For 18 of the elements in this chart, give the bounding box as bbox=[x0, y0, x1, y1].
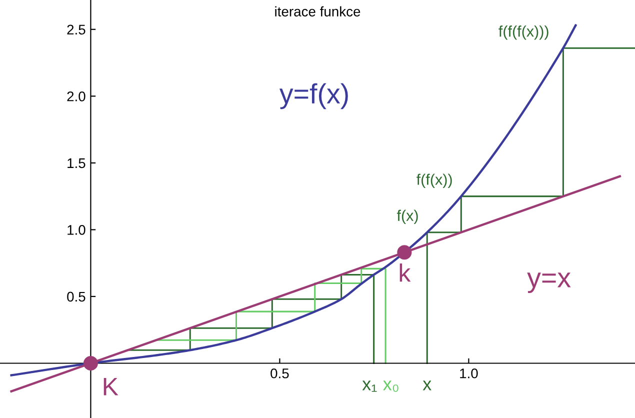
line-series bbox=[156, 268, 386, 364]
y-tick-label: 2.0 bbox=[67, 91, 86, 102]
y-tick-label: 1.0 bbox=[68, 225, 86, 235]
annotation: f(f(f(x))) bbox=[498, 26, 548, 40]
annotation: x₀ bbox=[383, 380, 398, 392]
y-tick-label: 0.5 bbox=[67, 292, 86, 302]
y-tick-label: 2.5 bbox=[67, 24, 86, 35]
annotation: K bbox=[104, 378, 118, 396]
annotation: k bbox=[400, 264, 411, 282]
annotation: f(f(x)) bbox=[416, 174, 452, 188]
annotation: x bbox=[422, 380, 432, 390]
line-series bbox=[126, 274, 375, 364]
annotation: f(x) bbox=[396, 210, 418, 224]
text: y=f(x) bbox=[279, 83, 348, 110]
chart-title: iterace funkce bbox=[275, 6, 360, 16]
y-tick-label: 1.5 bbox=[68, 158, 86, 168]
annotation: x₁ bbox=[362, 380, 377, 392]
text: y=x bbox=[527, 272, 571, 294]
